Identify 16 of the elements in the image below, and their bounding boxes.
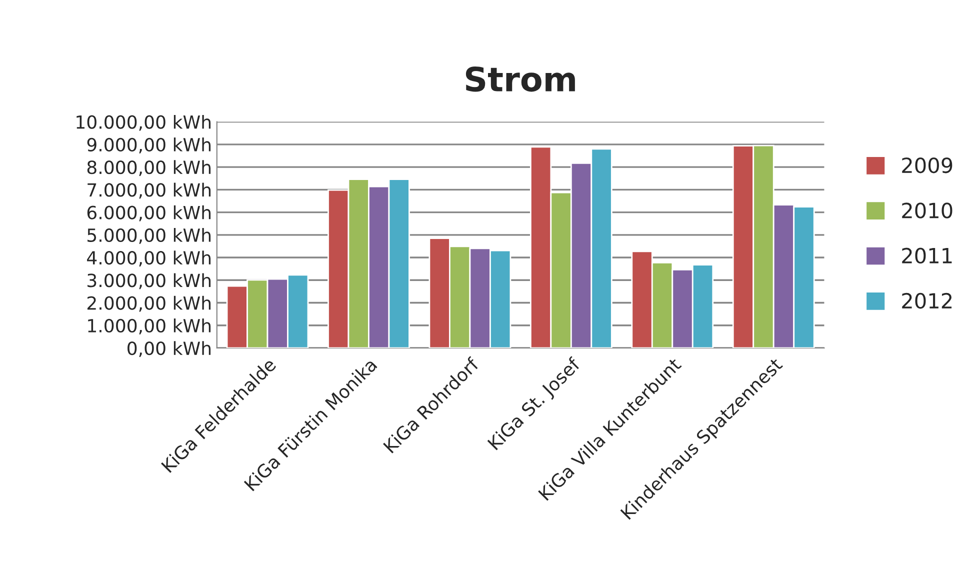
y-tick-label: 7.000,00 kWh [88, 182, 211, 199]
y-tick-label: 8.000,00 kWh [87, 160, 211, 176]
y-tick-label: 6.000,00 kWh [87, 205, 211, 222]
y-tick-label: 4.000,00 kWh [87, 250, 211, 266]
legend-label: 2009 [902, 157, 952, 174]
y-tick-label: 10.000,00 kWh [76, 114, 211, 131]
legend-label: 2011 [902, 248, 952, 264]
y-tick-label: 9.000,00 kWh [87, 138, 211, 154]
y-tick-label: 2.000,00 kWh [87, 296, 211, 312]
y-tick-label: 5.000,00 kWh [88, 228, 211, 244]
legend-label: 2010 [902, 202, 952, 218]
y-tick-label: 1.000,00 kWh [88, 318, 211, 334]
chart-title: Strom [466, 66, 575, 92]
y-tick-label: 0,00 kWh [128, 341, 211, 357]
legend-label: 2012 [902, 292, 952, 309]
y-tick-label: 3.000,00 kWh [88, 273, 211, 290]
